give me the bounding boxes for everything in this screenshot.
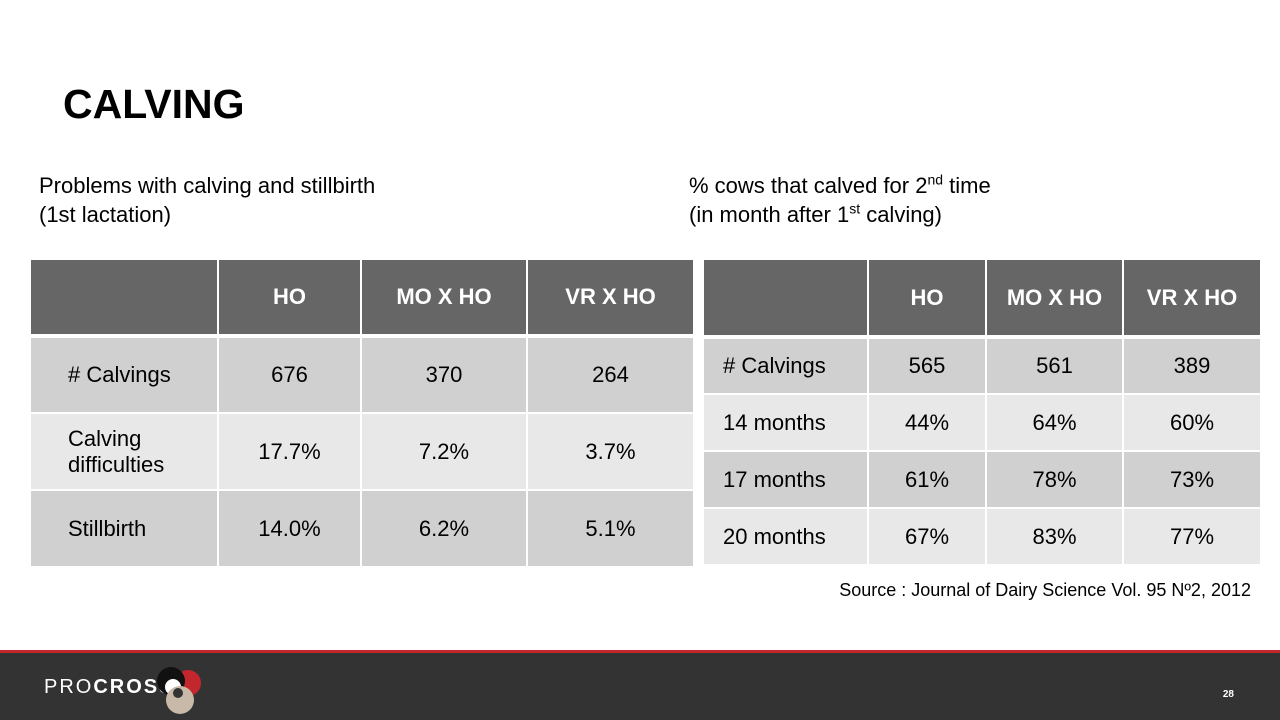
- row-label: 14 months: [702, 393, 869, 452]
- header-cell-empty: [702, 258, 869, 338]
- table-header-row: HO MO X HO VR X HO: [702, 258, 1262, 338]
- right-caption-line-1-text: % cows that calved for 2: [689, 173, 928, 198]
- table-cell: 44%: [867, 393, 987, 452]
- header-cell-ho: HO: [867, 258, 987, 338]
- right-caption-line-2-text: (in month after 1: [689, 202, 850, 227]
- table-row: 20 months 67% 83% 77%: [702, 507, 1262, 566]
- table-cell: 5.1%: [526, 489, 695, 568]
- right-caption-line-1-sup: nd: [927, 171, 944, 188]
- footer-bar: PROCROSS 28: [0, 650, 1280, 720]
- table-cell: 83%: [985, 507, 1124, 566]
- header-cell-vr-x-ho: VR X HO: [526, 258, 695, 337]
- table-cell: 389: [1122, 336, 1262, 395]
- left-caption-line-1: Problems with calving and stillbirth: [39, 173, 376, 198]
- second-calving-table: HO MO X HO VR X HO # Calvings 565 561 38…: [702, 258, 1262, 566]
- row-label: Calving difficulties: [29, 412, 219, 491]
- table-cell: 14.0%: [217, 489, 362, 568]
- table-cell: 3.7%: [526, 412, 695, 491]
- header-cell-ho: HO: [217, 258, 362, 337]
- table-cell: 78%: [985, 450, 1124, 509]
- table-cell: 561: [985, 336, 1124, 395]
- table-cell: 17.7%: [217, 412, 362, 491]
- table-row: Stillbirth 14.0% 6.2% 5.1%: [29, 489, 695, 568]
- logo-text-bold: CROSS: [93, 676, 175, 698]
- calving-problems-table: HO MO X HO VR X HO # Calvings 676 370 26…: [29, 258, 695, 568]
- logo-text-light: PRO: [44, 676, 94, 698]
- left-caption-line-2: (1st lactation): [39, 202, 172, 227]
- right-caption-line-2-text-end: calving): [860, 202, 942, 227]
- page-number: 28: [1222, 689, 1234, 700]
- table-cell: 67%: [867, 507, 987, 566]
- table-row: # Calvings 676 370 264: [29, 335, 695, 414]
- table-cell: 7.2%: [360, 412, 528, 491]
- table-cell: 73%: [1122, 450, 1262, 509]
- row-label-text: Calving difficulties: [68, 425, 165, 477]
- procross-logo: PROCROSS: [44, 676, 174, 699]
- row-label: Stillbirth: [29, 489, 219, 568]
- table-cell: 676: [217, 335, 362, 414]
- right-caption-line-2: (in month after 1st calving): [689, 200, 991, 229]
- row-label: 20 months: [702, 507, 869, 566]
- header-cell-vr-x-ho: VR X HO: [1122, 258, 1262, 338]
- right-caption-line-2-sup: st: [849, 200, 861, 217]
- row-label: 17 months: [702, 450, 869, 509]
- right-caption-line-1-text-end: time: [943, 173, 991, 198]
- table-row: 17 months 61% 78% 73%: [702, 450, 1262, 509]
- table-row: 14 months 44% 64% 60%: [702, 393, 1262, 452]
- row-label: # Calvings: [702, 336, 869, 395]
- table-cell: 64%: [985, 393, 1124, 452]
- procross-logo-mark-icon: [157, 667, 201, 714]
- header-cell-empty: [29, 258, 219, 337]
- table-cell: 77%: [1122, 507, 1262, 566]
- header-cell-mo-x-ho: MO X HO: [985, 258, 1124, 338]
- table-cell: 61%: [867, 450, 987, 509]
- table-row: Calving difficulties 17.7% 7.2% 3.7%: [29, 412, 695, 491]
- header-cell-mo-x-ho: MO X HO: [360, 258, 528, 337]
- left-table-caption: Problems with calving and stillbirth (1s…: [39, 171, 375, 229]
- source-citation: Source : Journal of Dairy Science Vol. 9…: [839, 580, 1251, 600]
- table-cell: 60%: [1122, 393, 1262, 452]
- table-cell: 370: [360, 335, 528, 414]
- table-cell: 6.2%: [360, 489, 528, 568]
- table-cell: 264: [526, 335, 695, 414]
- row-label: # Calvings: [29, 335, 219, 414]
- page-title: CALVING: [63, 81, 245, 127]
- table-row: # Calvings 565 561 389: [702, 336, 1262, 395]
- right-table-caption: % cows that calved for 2nd time (in mont…: [689, 171, 991, 229]
- table-cell: 565: [867, 336, 987, 395]
- right-caption-line-1: % cows that calved for 2nd time: [689, 171, 991, 200]
- table-header-row: HO MO X HO VR X HO: [29, 258, 695, 337]
